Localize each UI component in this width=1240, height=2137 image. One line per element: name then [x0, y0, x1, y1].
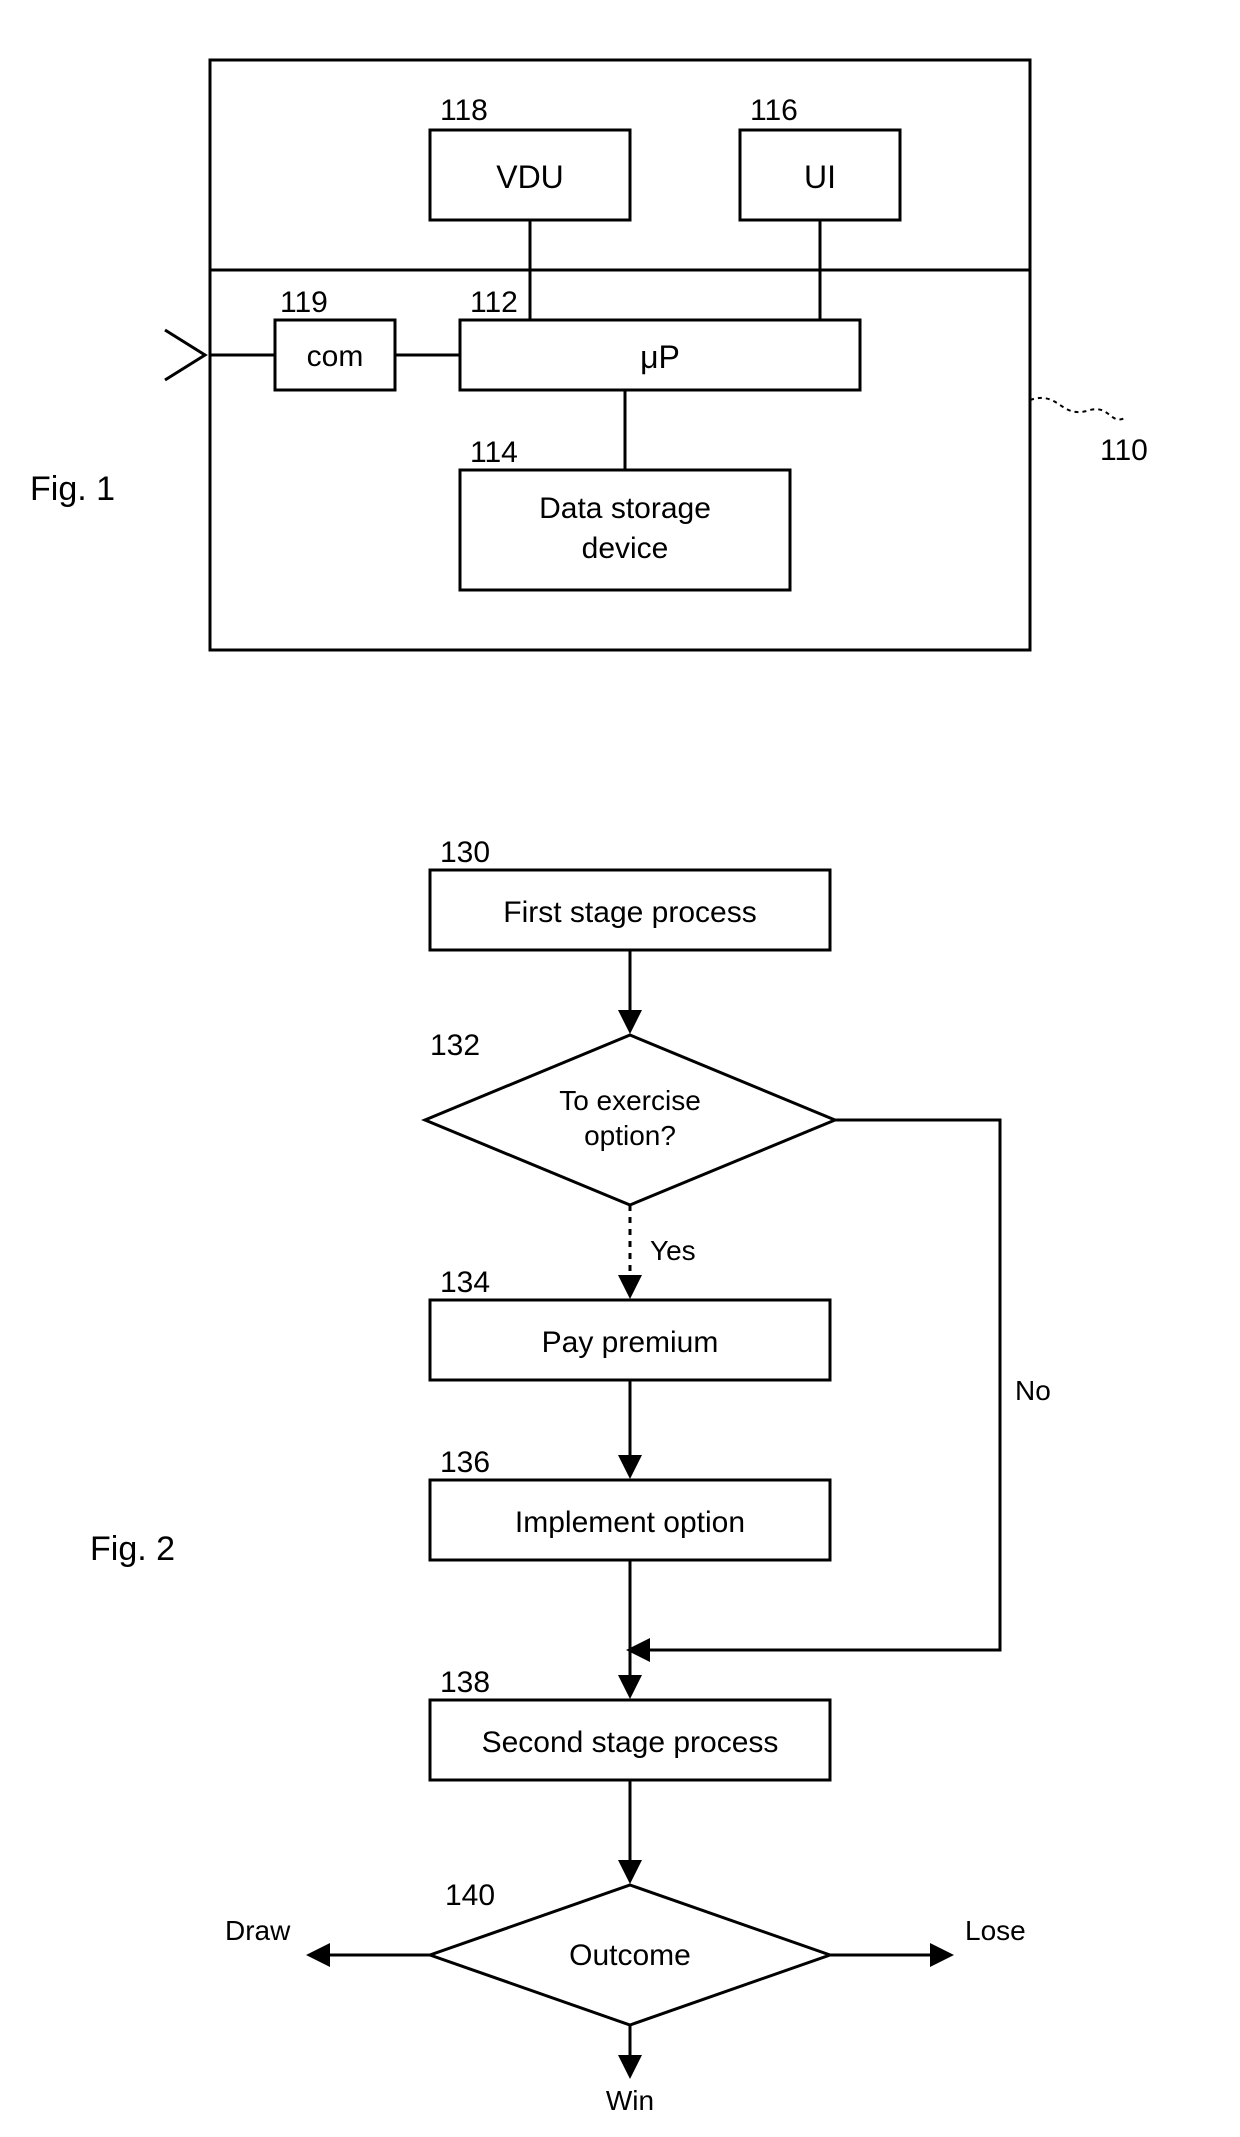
data-ref: 114: [470, 436, 518, 469]
page: 118 VDU 116 UI 119 com 112 μP 114 Data s…: [0, 0, 1240, 2132]
ui-ref: 116: [750, 94, 798, 127]
data-label-2: device: [582, 532, 669, 565]
com-block: 119 com: [275, 286, 395, 390]
fig2-group: Fig. 2 130 First stage process 132 To ex…: [90, 836, 1051, 2116]
node-136-ref: 136: [440, 1446, 490, 1479]
node-130-label: First stage process: [503, 896, 756, 929]
node-140-label: Outcome: [569, 1939, 691, 1972]
node-134-label: Pay premium: [542, 1326, 719, 1359]
node-140-ref: 140: [445, 1879, 495, 1912]
node-132-label-1: To exercise: [559, 1085, 701, 1116]
vdu-ref: 118: [440, 94, 488, 127]
com-label: com: [307, 340, 364, 373]
node-134-ref: 134: [440, 1266, 490, 1299]
node-140: 140 Outcome: [430, 1879, 830, 2025]
node-134: 134 Pay premium: [430, 1266, 830, 1380]
fig1-caption: Fig. 1: [30, 470, 115, 508]
node-138-ref: 138: [440, 1666, 490, 1699]
ui-label: UI: [804, 159, 836, 195]
edge-132-no: [630, 1120, 1000, 1650]
edge-lose-label: Lose: [965, 1915, 1026, 1946]
node-130: 130 First stage process: [430, 836, 830, 950]
vdu-block: 118 VDU: [430, 94, 630, 220]
data-label-1: Data storage: [539, 492, 711, 525]
fig2-caption: Fig. 2: [90, 1530, 175, 1568]
diagram-svg: 118 VDU 116 UI 119 com 112 μP 114 Data s…: [0, 0, 1240, 2132]
mup-block: 112 μP: [460, 286, 860, 390]
node-132-ref: 132: [430, 1029, 480, 1062]
com-ref: 119: [280, 286, 328, 319]
edge-no-label: No: [1015, 1375, 1051, 1406]
node-136-label: Implement option: [515, 1506, 745, 1539]
node-132-label-2: option?: [584, 1120, 676, 1151]
node-138-label: Second stage process: [482, 1726, 779, 1759]
fig1-outer-ref: 110: [1100, 434, 1148, 467]
ui-block: 116 UI: [740, 94, 900, 220]
node-132: 132 To exercise option?: [425, 1029, 835, 1205]
vdu-label: VDU: [496, 159, 564, 195]
mup-label: μP: [640, 339, 680, 375]
edge-win-label: Win: [606, 2085, 654, 2116]
edge-yes-label: Yes: [650, 1235, 696, 1266]
edge-draw-label: Draw: [225, 1915, 291, 1946]
mup-ref: 112: [470, 286, 518, 319]
fig1-group: 118 VDU 116 UI 119 com 112 μP 114 Data s…: [30, 60, 1148, 650]
leader-110: [1030, 398, 1125, 420]
node-130-ref: 130: [440, 836, 490, 869]
antenna-icon: [165, 330, 205, 380]
